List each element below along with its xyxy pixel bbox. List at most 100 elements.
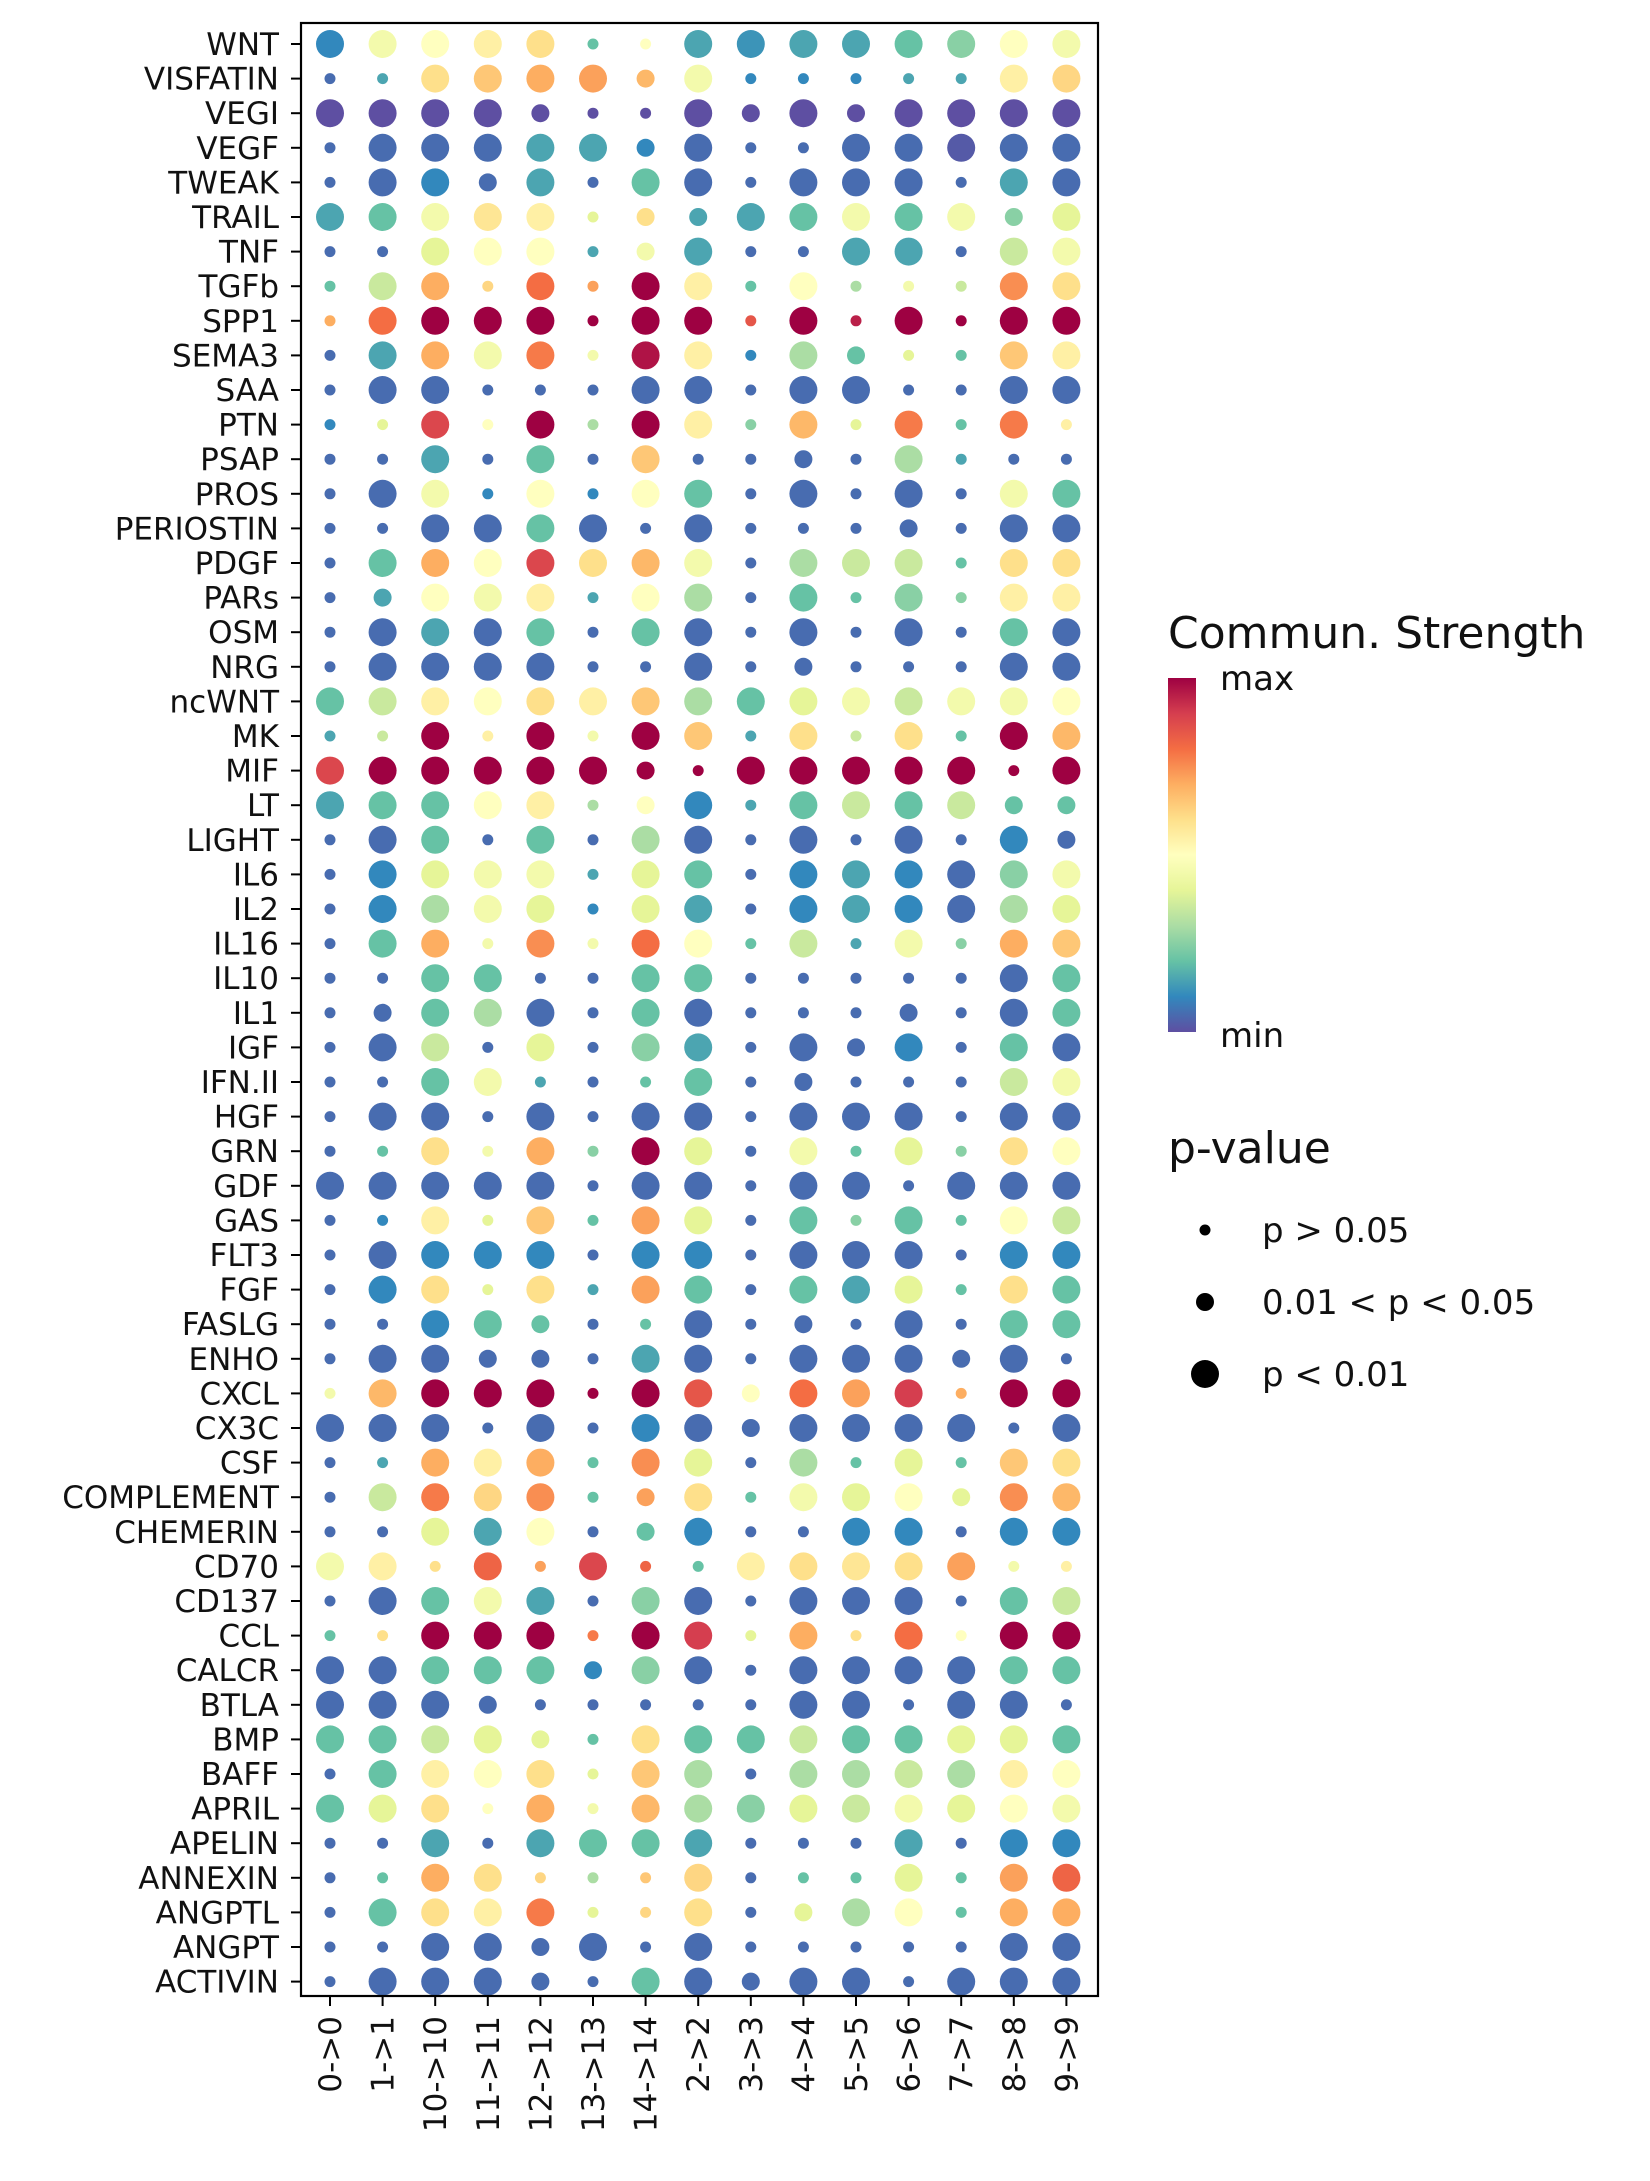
data-point <box>842 237 870 266</box>
y-tick-label: GDF <box>213 1169 279 1205</box>
size-legend-label: p > 0.05 <box>1262 1211 1409 1251</box>
data-point <box>842 860 870 889</box>
data-point <box>745 1837 757 1849</box>
data-point <box>745 972 757 984</box>
data-point <box>421 549 450 577</box>
data-point <box>473 1863 502 1892</box>
data-point <box>587 280 599 292</box>
data-point <box>316 203 344 231</box>
data-point <box>842 376 870 404</box>
data-point <box>587 453 599 465</box>
y-tick-label: OSM <box>208 615 279 651</box>
data-point <box>684 1379 713 1408</box>
data-point <box>789 860 818 889</box>
data-point <box>526 1206 555 1235</box>
data-point <box>1052 1171 1081 1200</box>
data-point <box>741 104 760 123</box>
data-point <box>1052 1206 1081 1235</box>
data-point <box>421 756 450 785</box>
data-point <box>478 1349 497 1368</box>
data-point <box>631 1794 660 1823</box>
data-point <box>587 1422 599 1434</box>
data-point <box>789 410 818 439</box>
data-point <box>850 488 862 500</box>
data-point <box>1052 99 1081 128</box>
data-point <box>947 1760 976 1788</box>
data-point <box>526 1102 555 1131</box>
data-point <box>999 1898 1028 1927</box>
data-point <box>797 1941 809 1953</box>
data-point <box>368 929 397 958</box>
data-point <box>745 1630 757 1642</box>
data-point <box>789 791 818 820</box>
data-point <box>473 341 502 370</box>
data-point <box>587 868 599 880</box>
data-point <box>368 306 397 335</box>
data-point <box>368 1275 397 1304</box>
data-point <box>894 133 923 162</box>
data-point <box>473 203 502 231</box>
data-point <box>745 315 757 327</box>
data-point <box>377 972 389 984</box>
data-point <box>324 1630 336 1642</box>
y-tick-label: SEMA3 <box>172 338 279 374</box>
data-point <box>631 1967 660 1996</box>
data-point <box>842 1725 870 1754</box>
data-point <box>955 176 967 188</box>
data-point <box>473 30 502 58</box>
data-point <box>579 133 607 162</box>
data-point <box>587 246 599 258</box>
data-point <box>789 1621 818 1650</box>
data-point <box>316 1414 344 1442</box>
data-point <box>324 661 336 673</box>
data-point <box>526 1794 555 1823</box>
data-point <box>631 1206 660 1235</box>
data-point <box>421 1033 450 1062</box>
data-point <box>955 1007 967 1019</box>
data-point <box>579 756 607 785</box>
data-point <box>1060 1699 1072 1711</box>
data-point <box>1052 756 1081 785</box>
data-point <box>842 1171 870 1200</box>
data-point <box>999 1033 1028 1062</box>
data-point <box>947 895 976 923</box>
data-point <box>324 142 336 154</box>
data-point <box>999 1102 1028 1131</box>
data-point <box>1052 618 1081 647</box>
data-point <box>421 1829 450 1858</box>
data-point <box>1060 1560 1072 1572</box>
data-point <box>684 1587 713 1615</box>
data-point <box>894 618 923 647</box>
data-point <box>324 1007 336 1019</box>
data-point <box>842 1967 870 1996</box>
data-point <box>692 765 704 777</box>
data-point <box>473 618 502 647</box>
data-point <box>842 1414 870 1442</box>
data-point <box>999 341 1028 370</box>
data-point <box>368 1033 397 1062</box>
data-point <box>526 791 555 820</box>
data-point <box>1052 1033 1081 1062</box>
data-point <box>903 349 915 361</box>
data-point <box>684 514 713 543</box>
data-point <box>797 1007 809 1019</box>
data-point <box>587 1180 599 1192</box>
data-point <box>999 1379 1028 1408</box>
data-point <box>789 1552 818 1581</box>
data-point <box>587 384 599 396</box>
data-point <box>842 1517 870 1546</box>
data-point <box>324 1387 336 1399</box>
data-point <box>894 1760 923 1788</box>
data-point <box>421 341 450 370</box>
data-point <box>631 583 660 612</box>
data-point <box>894 756 923 785</box>
data-point <box>324 1145 336 1157</box>
data-point <box>736 1552 765 1581</box>
x-tick-label: 14->14 <box>629 2016 665 2132</box>
data-point <box>526 1760 555 1788</box>
data-point <box>745 1941 757 1953</box>
data-point <box>842 791 870 820</box>
data-point <box>842 1241 870 1269</box>
data-point <box>789 1033 818 1062</box>
data-point <box>1052 1137 1081 1166</box>
